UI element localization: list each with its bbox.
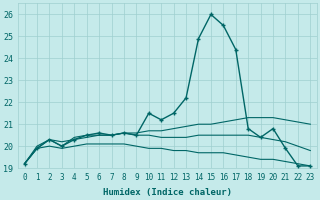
X-axis label: Humidex (Indice chaleur): Humidex (Indice chaleur) bbox=[103, 188, 232, 197]
